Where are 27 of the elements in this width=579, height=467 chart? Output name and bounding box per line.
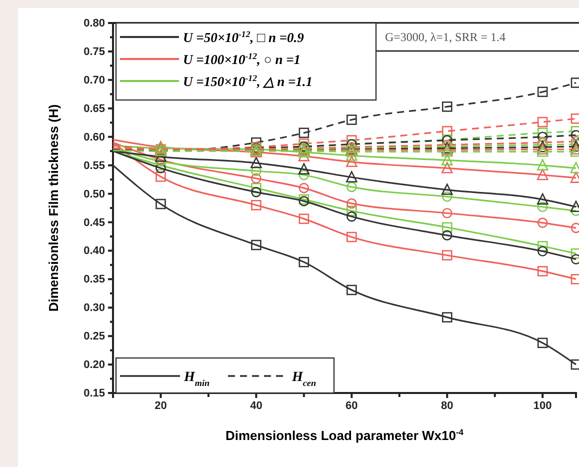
y-tick-label: 0.35 bbox=[84, 274, 105, 286]
y-tick-label: 0.15 bbox=[84, 388, 105, 400]
y-tick-label: 0.20 bbox=[84, 359, 105, 372]
annotation: U =100×10$^{-12}$, ○ n =1 bbox=[183, 51, 301, 67]
x-tick-label: 60 bbox=[346, 400, 358, 412]
annotation: H$_{min}$ bbox=[183, 370, 210, 388]
y-tick-label: 0.55 bbox=[84, 160, 105, 172]
y-tick-label: 0.80 bbox=[84, 18, 105, 30]
x-tick-label: 80 bbox=[441, 400, 454, 412]
y-tick-label: 0.25 bbox=[84, 330, 105, 343]
y-tick-label: 0.75 bbox=[84, 46, 105, 58]
y-tick-label: 0.50 bbox=[84, 188, 105, 200]
x-tick-label: 40 bbox=[250, 400, 262, 412]
x-tick-label: 20 bbox=[154, 400, 167, 412]
y-tick-label: 0.70 bbox=[84, 74, 105, 86]
y-tick-label: 0.65 bbox=[84, 102, 105, 115]
y-tick-label: 0.40 bbox=[84, 245, 105, 258]
x-axis-title: Dimensionless Load parameter Wx10$^{-4}$ bbox=[226, 427, 464, 443]
annotation: H$_{cen}$ bbox=[291, 370, 316, 388]
x-tick-label: 100 bbox=[533, 400, 552, 412]
y-tick-label: 0.45 bbox=[84, 216, 105, 229]
y-tick-label: 0.60 bbox=[84, 131, 105, 144]
y-axis-title: Dimensionless Film thickness (H) bbox=[46, 104, 61, 312]
annotation: U =150×10$^{-12}$, △ n =1.1 bbox=[183, 73, 313, 89]
y-tick-label: 0.30 bbox=[84, 302, 105, 314]
annotation: U =50×10$^{-12}$, □ n =0.9 bbox=[183, 29, 304, 45]
annotation: G=3000, λ=1, SRR = 1.4 bbox=[385, 30, 506, 44]
